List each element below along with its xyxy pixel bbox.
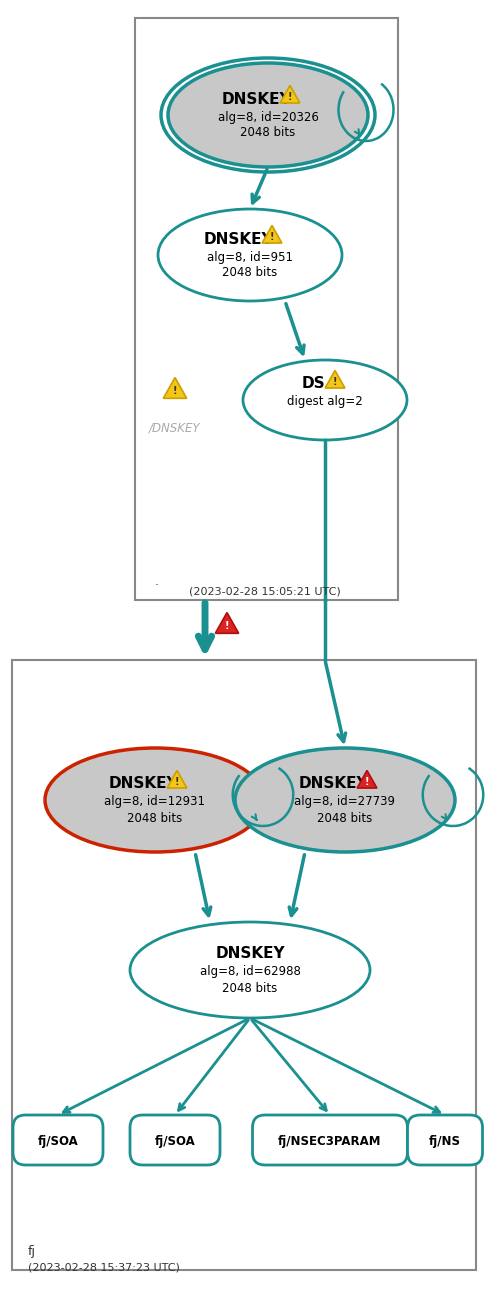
Text: !: !: [173, 386, 177, 397]
Text: 2048 bits: 2048 bits: [241, 127, 296, 140]
Text: !: !: [225, 620, 229, 631]
Text: DNSKEY: DNSKEY: [221, 92, 291, 106]
Text: fj/NSEC3PARAM: fj/NSEC3PARAM: [278, 1135, 382, 1148]
Text: 2048 bits: 2048 bits: [127, 812, 183, 825]
Polygon shape: [262, 225, 282, 243]
Ellipse shape: [235, 747, 455, 852]
Ellipse shape: [243, 360, 407, 440]
Bar: [12, 660, 476, 1270]
Text: DNSKEY: DNSKEY: [203, 232, 273, 246]
Polygon shape: [215, 613, 239, 634]
Polygon shape: [280, 85, 300, 103]
Polygon shape: [325, 370, 345, 387]
FancyBboxPatch shape: [130, 1115, 220, 1165]
Text: /DNSKEY: /DNSKEY: [149, 421, 201, 435]
Text: !: !: [365, 776, 369, 787]
Text: alg=8, id=27739: alg=8, id=27739: [294, 796, 395, 809]
FancyBboxPatch shape: [13, 1115, 103, 1165]
Text: alg=8, id=951: alg=8, id=951: [207, 250, 293, 263]
Text: 2048 bits: 2048 bits: [317, 812, 373, 825]
Ellipse shape: [130, 922, 370, 1018]
Text: digest alg=2: digest alg=2: [287, 395, 363, 408]
Text: !: !: [333, 377, 337, 387]
Text: DNSKEY: DNSKEY: [108, 776, 178, 792]
Text: .: .: [155, 575, 159, 588]
FancyBboxPatch shape: [252, 1115, 407, 1165]
Text: (2023-02-28 15:05:21 UTC): (2023-02-28 15:05:21 UTC): [189, 586, 341, 596]
Text: 2048 bits: 2048 bits: [223, 982, 278, 995]
Text: fj/SOA: fj/SOA: [155, 1135, 195, 1148]
Text: !: !: [288, 92, 292, 102]
Text: fj: fj: [28, 1245, 36, 1258]
Polygon shape: [357, 771, 377, 788]
Ellipse shape: [45, 747, 265, 852]
Text: alg=8, id=62988: alg=8, id=62988: [200, 966, 301, 979]
Text: 2048 bits: 2048 bits: [223, 267, 278, 280]
Text: alg=8, id=20326: alg=8, id=20326: [218, 110, 319, 123]
Text: alg=8, id=12931: alg=8, id=12931: [104, 796, 205, 809]
FancyBboxPatch shape: [407, 1115, 483, 1165]
Text: (2023-02-28 15:37:23 UTC): (2023-02-28 15:37:23 UTC): [28, 1262, 180, 1272]
Text: fj/SOA: fj/SOA: [38, 1135, 79, 1148]
Polygon shape: [167, 771, 187, 788]
Text: fj/NS: fj/NS: [429, 1135, 461, 1148]
Ellipse shape: [168, 63, 368, 168]
Text: DNSKEY: DNSKEY: [215, 946, 285, 962]
Text: !: !: [270, 232, 274, 242]
Text: DS: DS: [301, 377, 325, 391]
Text: !: !: [175, 776, 179, 787]
Bar: [135, 18, 398, 600]
Text: DNSKEY: DNSKEY: [298, 776, 368, 792]
Ellipse shape: [158, 209, 342, 301]
Polygon shape: [163, 377, 187, 398]
